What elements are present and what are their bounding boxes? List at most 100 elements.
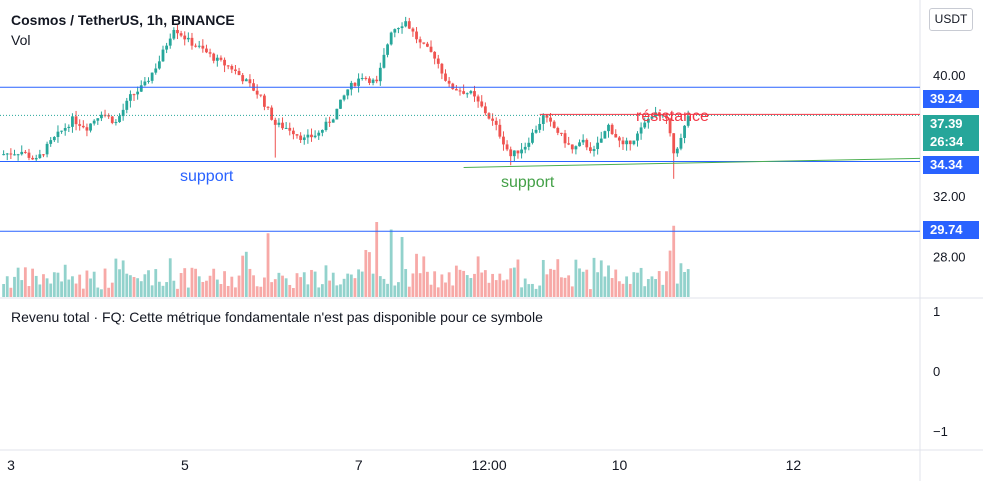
volume-bar xyxy=(617,281,621,297)
candle-body xyxy=(143,81,147,86)
volume-bar xyxy=(237,275,241,297)
volume-bar xyxy=(45,278,49,297)
volume-bar xyxy=(89,278,92,297)
candle-body xyxy=(157,61,161,69)
candle-body xyxy=(520,149,523,154)
candle-body xyxy=(136,91,140,95)
candle-body xyxy=(581,139,585,143)
candle-body xyxy=(9,153,13,155)
candle-body xyxy=(295,134,299,136)
volume-bar xyxy=(599,260,603,297)
support-label-right[interactable]: support xyxy=(501,174,555,191)
candle-body xyxy=(277,122,281,125)
candle-body xyxy=(509,149,513,157)
candle-body xyxy=(226,65,230,67)
volume-bar xyxy=(353,278,357,297)
candle-body xyxy=(523,146,527,150)
candle-body xyxy=(483,106,487,114)
volume-bar xyxy=(234,287,237,297)
candle-body xyxy=(5,153,9,155)
volume-bar xyxy=(581,271,585,297)
volume-bar xyxy=(545,274,549,297)
volume-bar xyxy=(328,280,332,297)
candle-body xyxy=(502,136,505,145)
candle-body xyxy=(121,109,125,117)
candle-body xyxy=(378,67,382,82)
volume-bar xyxy=(541,259,545,297)
volume-bar xyxy=(81,288,85,297)
candle-body xyxy=(313,135,317,138)
volume-bar xyxy=(480,272,484,297)
volume-bar xyxy=(179,273,183,297)
volume-bar xyxy=(273,279,277,297)
candle-body xyxy=(480,101,484,107)
volume-bar xyxy=(288,284,292,297)
volume-bar xyxy=(469,278,473,297)
candle-body xyxy=(205,48,208,53)
candle-body xyxy=(284,127,288,129)
volume-bar xyxy=(299,277,303,297)
candle-body xyxy=(357,78,360,86)
volume-bar xyxy=(440,274,444,297)
candle-body xyxy=(552,121,556,128)
volume-bar xyxy=(226,285,230,297)
volume-bar xyxy=(668,250,672,297)
support-trend-line[interactable] xyxy=(463,157,921,168)
candle-body xyxy=(328,121,332,123)
volume-bar xyxy=(194,268,197,297)
volume-bar xyxy=(16,267,20,297)
volume-bar xyxy=(538,285,542,297)
volume-bar xyxy=(241,255,245,297)
candle-body xyxy=(672,133,676,154)
candle-body xyxy=(679,137,683,149)
volume-bar xyxy=(85,270,89,297)
candle-body xyxy=(34,158,38,160)
volume-bar xyxy=(331,272,335,297)
candle-body xyxy=(404,21,408,27)
candle-body xyxy=(302,137,306,140)
volume-bar xyxy=(168,258,172,297)
candle-body xyxy=(632,140,636,145)
candle-body xyxy=(516,150,520,154)
candle-body xyxy=(625,140,629,145)
candle-body xyxy=(266,106,270,108)
volume-bar xyxy=(672,225,676,297)
volume-bar xyxy=(136,278,140,297)
candle-body xyxy=(288,127,292,131)
price-tick-label: 40.00 xyxy=(933,68,966,83)
candle-body xyxy=(60,130,63,132)
symbol-title[interactable]: Cosmos / TetherUS, 1h, BINANCE xyxy=(11,12,235,28)
volume-bar xyxy=(422,256,426,297)
resistance-label[interactable]: résistance xyxy=(636,108,709,125)
time-tick-label: 10 xyxy=(612,457,628,473)
volume-bar xyxy=(393,285,397,297)
volume-bar xyxy=(248,268,252,297)
volume-bar xyxy=(143,274,147,297)
candle-body xyxy=(13,154,16,156)
volume-bar xyxy=(683,272,686,297)
candle-body xyxy=(45,143,49,155)
volume-bar xyxy=(52,272,56,297)
candle-body xyxy=(270,107,274,120)
candle-body xyxy=(176,29,179,34)
volume-bar xyxy=(411,273,415,297)
volume-bar xyxy=(458,269,462,297)
candle-body xyxy=(491,118,494,121)
candle-body xyxy=(255,90,259,95)
candle-body xyxy=(549,117,552,122)
currency-selector[interactable]: USDT xyxy=(929,8,973,31)
volume-label[interactable]: Vol xyxy=(11,32,31,48)
candle-body xyxy=(578,142,581,147)
candle-body xyxy=(201,45,205,49)
volume-bar xyxy=(447,272,451,297)
candle-body xyxy=(368,78,371,83)
volume-bar xyxy=(454,265,458,297)
candle-body xyxy=(603,131,607,139)
volume-bar xyxy=(186,287,190,297)
support-label-left[interactable]: support xyxy=(180,168,234,185)
candle-body xyxy=(223,59,226,66)
volume-bar xyxy=(516,259,520,297)
volume-bar xyxy=(632,272,636,297)
volume-bar xyxy=(418,273,422,297)
